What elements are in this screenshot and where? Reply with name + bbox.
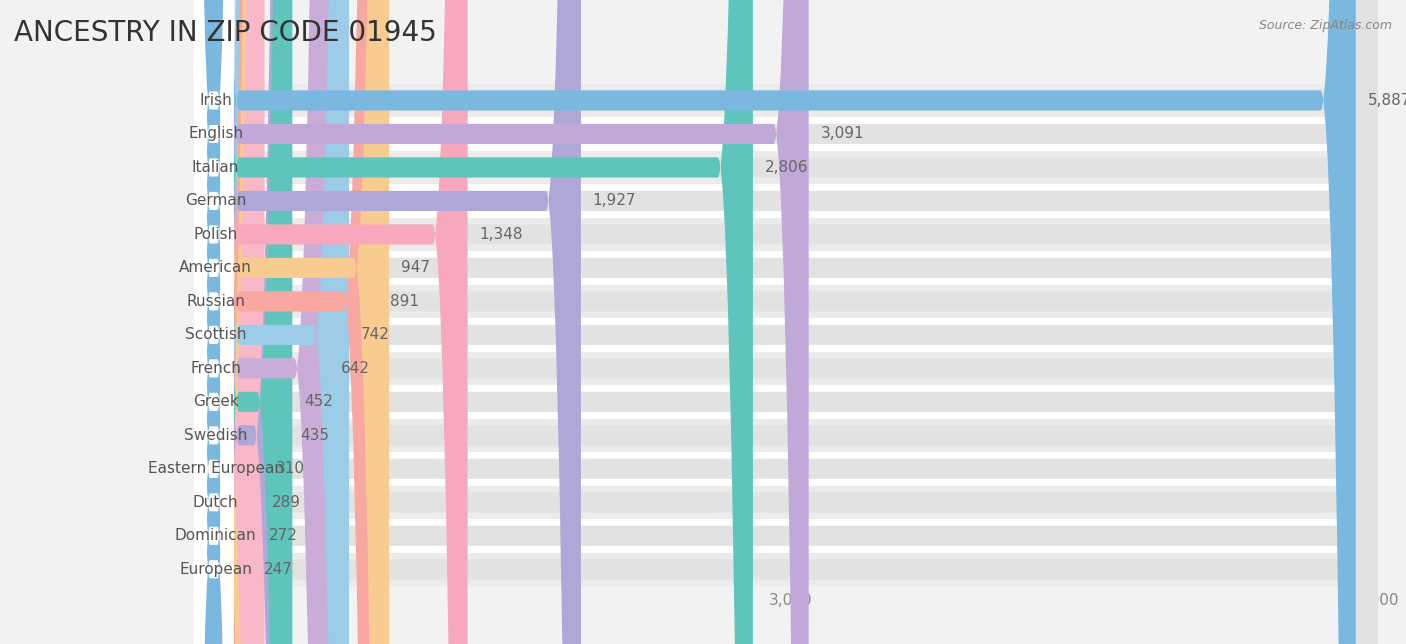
- FancyBboxPatch shape: [204, 0, 808, 644]
- FancyBboxPatch shape: [194, 0, 233, 644]
- FancyBboxPatch shape: [204, 0, 349, 644]
- Text: Dutch: Dutch: [193, 495, 239, 510]
- Text: 5,887: 5,887: [1368, 93, 1406, 108]
- FancyBboxPatch shape: [204, 0, 1378, 644]
- Text: Russian: Russian: [186, 294, 245, 309]
- FancyBboxPatch shape: [204, 0, 1378, 644]
- FancyBboxPatch shape: [194, 0, 233, 644]
- FancyBboxPatch shape: [194, 0, 233, 644]
- Text: European: European: [179, 562, 252, 577]
- Bar: [204, 117, 1378, 151]
- Bar: [204, 218, 1378, 251]
- FancyBboxPatch shape: [204, 0, 378, 644]
- Text: Greek: Greek: [193, 394, 239, 410]
- FancyBboxPatch shape: [194, 0, 233, 644]
- FancyBboxPatch shape: [204, 0, 1378, 644]
- FancyBboxPatch shape: [204, 0, 1378, 644]
- FancyBboxPatch shape: [194, 0, 233, 644]
- Text: American: American: [179, 260, 252, 276]
- Bar: [204, 184, 1378, 218]
- FancyBboxPatch shape: [194, 0, 233, 644]
- Text: 247: 247: [264, 562, 292, 577]
- Text: 947: 947: [401, 260, 430, 276]
- Text: 435: 435: [301, 428, 330, 443]
- Bar: [204, 486, 1378, 519]
- Text: 2,806: 2,806: [765, 160, 808, 175]
- Text: Source: ZipAtlas.com: Source: ZipAtlas.com: [1258, 19, 1392, 32]
- Text: ANCESTRY IN ZIP CODE 01945: ANCESTRY IN ZIP CODE 01945: [14, 19, 437, 47]
- Text: 310: 310: [276, 461, 305, 477]
- Text: Polish: Polish: [194, 227, 238, 242]
- Text: 452: 452: [304, 394, 333, 410]
- FancyBboxPatch shape: [204, 0, 468, 644]
- FancyBboxPatch shape: [204, 0, 260, 644]
- Text: Dominican: Dominican: [174, 528, 256, 544]
- FancyBboxPatch shape: [194, 0, 233, 644]
- Bar: [204, 519, 1378, 553]
- FancyBboxPatch shape: [204, 0, 1378, 644]
- FancyBboxPatch shape: [194, 0, 233, 644]
- FancyBboxPatch shape: [204, 0, 389, 644]
- FancyBboxPatch shape: [204, 0, 754, 644]
- FancyBboxPatch shape: [194, 0, 233, 644]
- Bar: [204, 251, 1378, 285]
- Bar: [204, 318, 1378, 352]
- FancyBboxPatch shape: [194, 0, 233, 644]
- FancyBboxPatch shape: [204, 0, 581, 644]
- FancyBboxPatch shape: [204, 0, 252, 644]
- FancyBboxPatch shape: [204, 0, 1378, 644]
- FancyBboxPatch shape: [204, 0, 329, 644]
- Text: 289: 289: [273, 495, 301, 510]
- Text: Scottish: Scottish: [184, 327, 246, 343]
- Text: German: German: [186, 193, 246, 209]
- FancyBboxPatch shape: [204, 0, 292, 644]
- FancyBboxPatch shape: [204, 0, 1378, 644]
- Text: 3,091: 3,091: [821, 126, 865, 142]
- FancyBboxPatch shape: [204, 0, 1378, 644]
- Text: 642: 642: [342, 361, 370, 376]
- FancyBboxPatch shape: [204, 0, 1378, 644]
- FancyBboxPatch shape: [204, 0, 1378, 644]
- FancyBboxPatch shape: [204, 0, 1378, 644]
- Text: Irish: Irish: [200, 93, 232, 108]
- Text: 742: 742: [361, 327, 389, 343]
- FancyBboxPatch shape: [204, 0, 264, 644]
- Text: 1,348: 1,348: [479, 227, 523, 242]
- FancyBboxPatch shape: [194, 0, 233, 644]
- FancyBboxPatch shape: [194, 0, 233, 644]
- FancyBboxPatch shape: [194, 0, 233, 644]
- FancyBboxPatch shape: [194, 0, 233, 644]
- Text: 891: 891: [389, 294, 419, 309]
- Bar: [204, 452, 1378, 486]
- Bar: [204, 352, 1378, 385]
- FancyBboxPatch shape: [194, 0, 233, 644]
- Text: 272: 272: [269, 528, 298, 544]
- Text: Swedish: Swedish: [184, 428, 247, 443]
- FancyBboxPatch shape: [204, 0, 1378, 644]
- Text: French: French: [190, 361, 240, 376]
- Text: 1,927: 1,927: [593, 193, 636, 209]
- Text: English: English: [188, 126, 243, 142]
- FancyBboxPatch shape: [204, 0, 1378, 644]
- Bar: [204, 151, 1378, 184]
- Bar: [204, 419, 1378, 452]
- FancyBboxPatch shape: [204, 0, 290, 644]
- FancyBboxPatch shape: [204, 0, 1378, 644]
- Text: Eastern European: Eastern European: [148, 461, 284, 477]
- Bar: [204, 553, 1378, 586]
- FancyBboxPatch shape: [204, 0, 1355, 644]
- FancyBboxPatch shape: [204, 0, 1378, 644]
- Bar: [204, 84, 1378, 117]
- Text: Italian: Italian: [193, 160, 239, 175]
- Bar: [204, 385, 1378, 419]
- FancyBboxPatch shape: [204, 0, 257, 644]
- Bar: [204, 285, 1378, 318]
